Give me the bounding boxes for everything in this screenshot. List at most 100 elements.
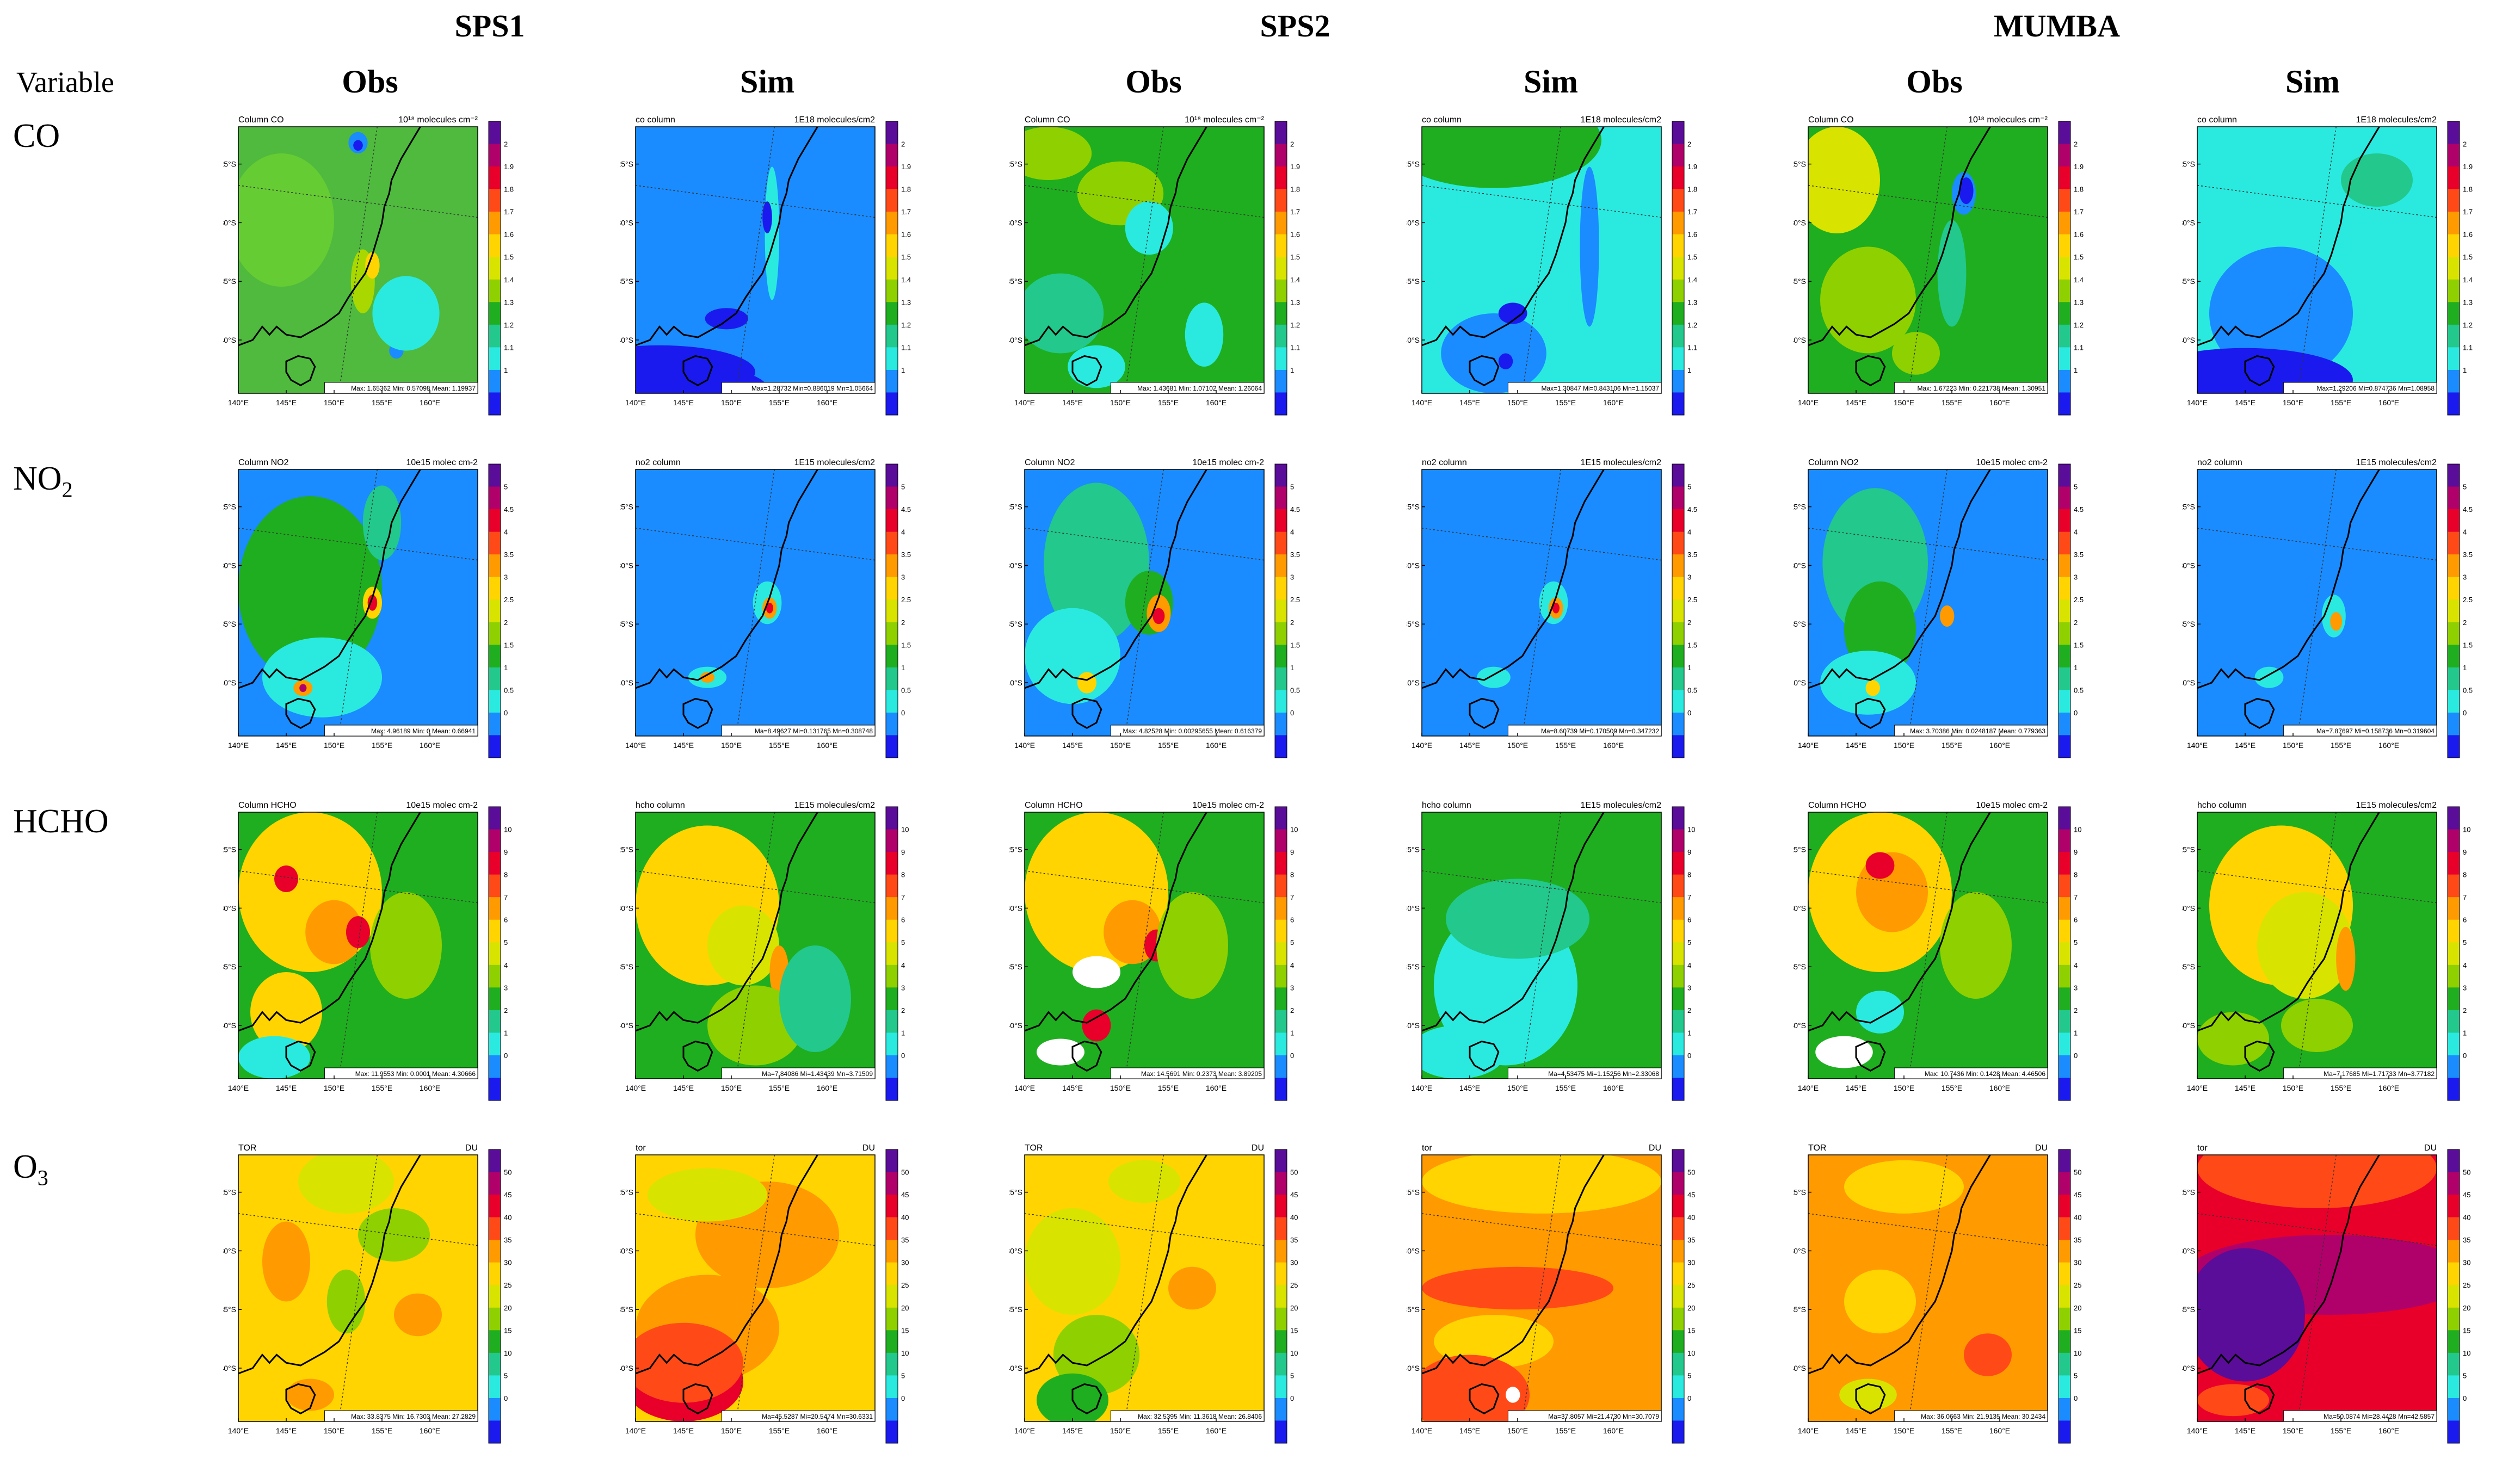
colorbar-segment — [886, 807, 898, 830]
field-blob — [1422, 1025, 1506, 1079]
colorbar-segment — [2448, 189, 2460, 212]
lon-tick-label: 160°E — [817, 398, 837, 407]
colorbar-segment — [886, 897, 898, 920]
colorbar-segment — [2059, 1055, 2070, 1078]
panel-units: 1E18 molecules/cm2 — [1580, 115, 1661, 125]
colorbar-segment — [1672, 1352, 1684, 1376]
colorbar-tick-label: 0 — [2463, 1394, 2467, 1402]
colorbar-segment — [2448, 1240, 2460, 1263]
colorbar-tick-label: 15 — [504, 1326, 511, 1334]
colorbar-tick-label: 35 — [901, 1236, 909, 1244]
colorbar-segment — [1275, 690, 1287, 713]
colorbar-tick-label: 0 — [901, 709, 905, 717]
colorbar-frame — [488, 1149, 501, 1444]
colorbar-tick-label: 1.4 — [901, 276, 911, 284]
col-label-sps2-obs: Obs — [1125, 64, 1182, 100]
lat-tick-label: 30°S — [1793, 561, 1806, 570]
tasmania-outline — [682, 1040, 713, 1072]
panel-title: Column CO — [1808, 115, 1854, 125]
colorbar-segment — [1275, 1375, 1287, 1399]
lat-tick-label: 40°S — [1009, 336, 1022, 344]
panel-units: DU — [862, 1143, 875, 1153]
colorbar-tick-label: 25 — [901, 1281, 909, 1289]
panel-units: 10e15 molec cm-2 — [1192, 458, 1264, 467]
colorbar-tick-label: 1.1 — [1290, 343, 1300, 351]
lon-tick-label: 140°E — [228, 1426, 249, 1435]
field-blob — [1168, 1266, 1216, 1310]
lon-tick-label: 145°E — [1846, 398, 1866, 407]
colorbar-segment — [1275, 212, 1287, 235]
lat-tick-label: 25°S — [620, 503, 633, 511]
colorbar-segment — [1275, 1398, 1287, 1421]
colorbar-segment — [489, 735, 501, 758]
colorbar-segment — [2448, 464, 2460, 487]
colorbar-tick-label: 50 — [1687, 1168, 1695, 1177]
lat-tick-label: 25°S — [1793, 845, 1806, 854]
colorbar-tick-label: 40 — [504, 1214, 511, 1222]
lat-tick-label: 40°S — [1009, 1364, 1022, 1372]
lon-tick-label: 140°E — [228, 741, 249, 750]
colorbar-tick-label: 1 — [504, 664, 508, 672]
stats-box — [1110, 725, 1265, 737]
colorbar-segment — [2448, 302, 2460, 325]
colorbar-segment — [1275, 599, 1287, 623]
colorbar-tick-label: 5 — [1687, 938, 1691, 947]
field-blob — [1580, 166, 1599, 327]
colorbar-segment — [489, 1055, 501, 1078]
field-blob — [1940, 605, 1955, 627]
colorbar-tick-label: 4 — [1290, 528, 1294, 536]
colorbar-tick-label: 2 — [1290, 140, 1294, 149]
panel-units: 1E15 molecules/cm2 — [2356, 458, 2437, 467]
lon-tick-label: 155°E — [769, 1084, 790, 1092]
field-blob — [1125, 201, 1173, 255]
field-blob — [1815, 1036, 1873, 1068]
colorbar-tick-label: 1.9 — [504, 163, 514, 171]
graticule-meridian — [736, 1155, 775, 1421]
lat-tick-label: 30°S — [620, 904, 633, 912]
tasmania-outline — [1855, 1040, 1886, 1072]
colorbar-tick-label: 1.3 — [1290, 298, 1300, 306]
colorbar-segment — [489, 1375, 501, 1399]
colorbar-segment — [886, 1217, 898, 1240]
lon-tick-label: 140°E — [1014, 1426, 1035, 1435]
lat-tick-label: 35°S — [1009, 1305, 1022, 1314]
colorbar-tick-label: 10 — [1290, 826, 1298, 834]
colorbar-tick-label: 8 — [2074, 871, 2078, 879]
field-blob — [779, 945, 851, 1052]
colorbar-tick-label: 2 — [2074, 140, 2078, 149]
lon-tick-label: 160°E — [1206, 1426, 1227, 1435]
lon-tick-label: 155°E — [769, 741, 790, 750]
colorbar-tick-label: 10 — [1290, 1349, 1298, 1357]
colorbar-tick-label: 0.5 — [901, 686, 911, 694]
field-blob — [1422, 127, 1601, 188]
colorbar-tick-label: 1.2 — [1687, 321, 1697, 329]
field-blob — [2254, 666, 2284, 688]
colorbar-segment — [886, 166, 898, 190]
colorbar-tick-label: 1.8 — [2074, 186, 2084, 194]
lat-tick-label: 30°S — [223, 218, 236, 227]
stats-text: Ma=7.84086 Mi=1.43439 Mn=3.71509 — [762, 1070, 873, 1078]
colorbar-segment — [1275, 1078, 1287, 1101]
colorbar-tick-label: 15 — [2074, 1326, 2081, 1334]
panel-title: hcho column — [2197, 801, 2247, 810]
colorbar-tick-label: 2.5 — [1290, 596, 1300, 604]
colorbar-tick-label: 30 — [504, 1259, 511, 1267]
lat-tick-label: 40°S — [223, 1021, 236, 1030]
colorbar-frame — [885, 463, 898, 758]
colorbar-tick-label: 9 — [1290, 848, 1294, 856]
graticule-meridian — [736, 127, 775, 393]
lat-tick-label: 25°S — [223, 160, 236, 169]
colorbar-segment — [1672, 369, 1684, 393]
colorbar-segment — [2059, 919, 2070, 943]
colorbar-tick-label: 3 — [504, 573, 508, 582]
colorbar-tick-label: 3 — [1687, 573, 1691, 582]
lat-tick-label: 40°S — [1793, 1364, 1806, 1372]
colorbar-tick-label: 35 — [504, 1236, 511, 1244]
colorbar-tick-label: 1.5 — [1290, 253, 1300, 261]
lon-tick-label: 145°E — [276, 741, 297, 750]
lon-tick-label: 140°E — [2187, 741, 2208, 750]
lon-tick-label: 155°E — [1158, 1084, 1179, 1092]
colorbar-segment — [2059, 464, 2070, 487]
lat-tick-label: 25°S — [1793, 160, 1806, 169]
field-blob — [1025, 608, 1120, 704]
